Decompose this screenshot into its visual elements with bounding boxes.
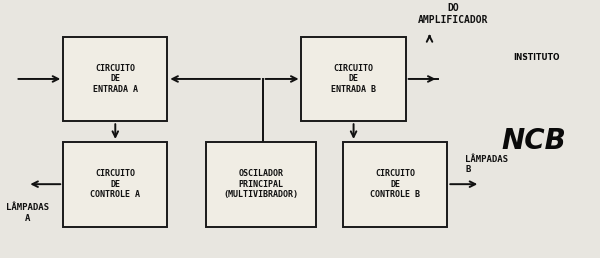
Bar: [343, 142, 448, 227]
Bar: [301, 37, 406, 121]
Text: DO
AMPLIFICADOR: DO AMPLIFICADOR: [418, 3, 488, 25]
Text: CIRCUITO
DE
CONTROLE B: CIRCUITO DE CONTROLE B: [370, 169, 420, 199]
Text: NCB: NCB: [502, 127, 566, 155]
Text: CIRCUITO
DE
ENTRADA B: CIRCUITO DE ENTRADA B: [331, 64, 376, 94]
Bar: [206, 142, 316, 227]
Text: LÂMPADAS
A: LÂMPADAS A: [6, 203, 49, 223]
Text: LÂMPADAS
B: LÂMPADAS B: [465, 155, 508, 174]
Text: CIRCUITO
DE
CONTROLE A: CIRCUITO DE CONTROLE A: [90, 169, 140, 199]
Text: OSCILADOR
PRINCIPAL
(MULTIVIBRADOR): OSCILADOR PRINCIPAL (MULTIVIBRADOR): [224, 169, 299, 199]
Text: INSTITUTO: INSTITUTO: [514, 53, 560, 62]
Bar: [63, 37, 167, 121]
Bar: [63, 142, 167, 227]
Text: CIRCUITO
DE
ENTRADA A: CIRCUITO DE ENTRADA A: [93, 64, 138, 94]
